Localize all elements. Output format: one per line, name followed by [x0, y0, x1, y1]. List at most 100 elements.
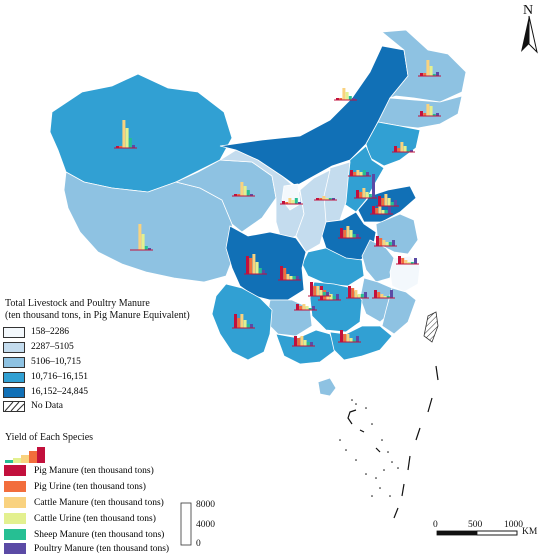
- scale-tick-500: 500: [468, 520, 483, 530]
- species-bar: [288, 198, 292, 204]
- scale-unit: KM: [522, 527, 538, 537]
- species-bar: [362, 188, 366, 198]
- species-swatch-2: [4, 481, 26, 492]
- province-bar-chart: [314, 196, 337, 201]
- species-bar: [390, 202, 394, 206]
- scale-tick-1000: 1000: [504, 520, 523, 530]
- species-bar: [378, 206, 382, 214]
- species-bar: [252, 254, 256, 274]
- region-hubei: [301, 247, 365, 287]
- region-shanxi: [321, 161, 351, 223]
- island-dots: [339, 399, 399, 497]
- species-bar: [410, 262, 414, 264]
- species-bar: [357, 294, 361, 298]
- species-bar: [119, 146, 123, 148]
- species-bar: [400, 142, 404, 152]
- species-bar: [392, 240, 395, 246]
- species-bar: [250, 324, 253, 328]
- province-bar-chart: [278, 266, 301, 281]
- species-swatch-1: [4, 465, 26, 476]
- species-bar: [384, 194, 388, 206]
- species-bar: [300, 336, 304, 346]
- species-bar: [349, 338, 353, 342]
- species-bar: [262, 270, 265, 274]
- species-bar: [423, 113, 427, 116]
- species-bar: [414, 258, 417, 264]
- no-data-hatch-icon: [3, 400, 25, 412]
- province-bar-chart: [334, 88, 357, 101]
- species-mini-chart-icon: [5, 447, 45, 463]
- species-bar: [240, 314, 244, 328]
- species-bar: [379, 238, 383, 246]
- species-bar: [388, 242, 392, 246]
- species-bar: [329, 294, 333, 300]
- species-bar: [280, 266, 283, 280]
- species-bar: [125, 128, 129, 148]
- province-bar-chart: [130, 224, 153, 251]
- legend-no-data-label: No Data: [31, 401, 63, 411]
- province-bar-chart: [338, 330, 361, 343]
- species-bar: [359, 172, 363, 176]
- species-bar: [368, 194, 372, 198]
- province-bar-chart: [232, 182, 255, 197]
- species-bar: [359, 192, 363, 198]
- legend-title-line2: (ten thousand tons, in Pig Manure Equiva…: [5, 310, 190, 321]
- species-label-4: Cattle Urine (ten thousand tons): [34, 513, 156, 524]
- species-bar: [407, 262, 411, 264]
- province-bar-chart: [370, 206, 393, 215]
- region-sichuan: [225, 225, 307, 301]
- species-bar: [328, 198, 332, 200]
- species-bar: [366, 172, 369, 176]
- legend-class-label-5: 16,152–24,845: [31, 387, 88, 397]
- region-tibet: [63, 171, 237, 283]
- region-fujian: [381, 287, 417, 335]
- species-bar: [122, 120, 126, 148]
- species-bar: [356, 336, 359, 342]
- species-bar: [234, 194, 237, 196]
- species-bar: [374, 290, 377, 298]
- species-bar: [322, 196, 326, 200]
- species-bar: [326, 292, 329, 296]
- species-bar: [332, 198, 335, 200]
- species-bar: [283, 268, 287, 280]
- species-bar: [356, 234, 359, 238]
- species-bar: [141, 234, 145, 250]
- species-bar: [306, 342, 310, 346]
- species-bar: [144, 246, 148, 250]
- region-xinjiang: [49, 73, 233, 193]
- species-bar: [255, 262, 259, 274]
- species-bar: [296, 276, 299, 280]
- species-bar: [310, 342, 313, 346]
- species-bar: [352, 340, 356, 342]
- species-bar: [436, 113, 439, 116]
- province-bar-chart: [244, 254, 267, 275]
- species-bar: [310, 282, 313, 296]
- species-bar: [385, 242, 389, 246]
- species-bar: [342, 88, 346, 100]
- species-bar: [372, 174, 375, 198]
- species-bar: [243, 320, 247, 328]
- region-anhui: [361, 239, 395, 283]
- legend-class-label-2: 2287–5105: [31, 342, 74, 352]
- species-swatch-3: [4, 497, 26, 508]
- province-bar-chart: [292, 336, 315, 347]
- legend-class-3: 5106–10,715: [3, 356, 81, 368]
- species-bar: [375, 208, 379, 214]
- species-bar: [352, 234, 356, 238]
- species-item-5: Sheep Manure (ten thousand tons): [4, 528, 164, 541]
- species-bar: [346, 334, 350, 342]
- legend-class-2: 2287–5105: [3, 341, 74, 353]
- legend-class-label-1: 158–2286: [31, 327, 69, 337]
- legend-no-data: No Data: [3, 400, 63, 412]
- species-bar: [332, 296, 336, 300]
- species-bar: [308, 308, 312, 310]
- legend-swatch-5: [3, 386, 25, 398]
- species-bar: [356, 190, 359, 198]
- legend-class-5: 16,152–24,845: [3, 386, 88, 398]
- species-bar: [296, 304, 299, 310]
- species-item-3: Cattle Manure (ten thousand tons): [4, 496, 164, 509]
- species-label-2: Pig Urine (ten thousand tons): [34, 481, 146, 492]
- species-bar: [403, 146, 407, 152]
- species-bar: [319, 290, 323, 296]
